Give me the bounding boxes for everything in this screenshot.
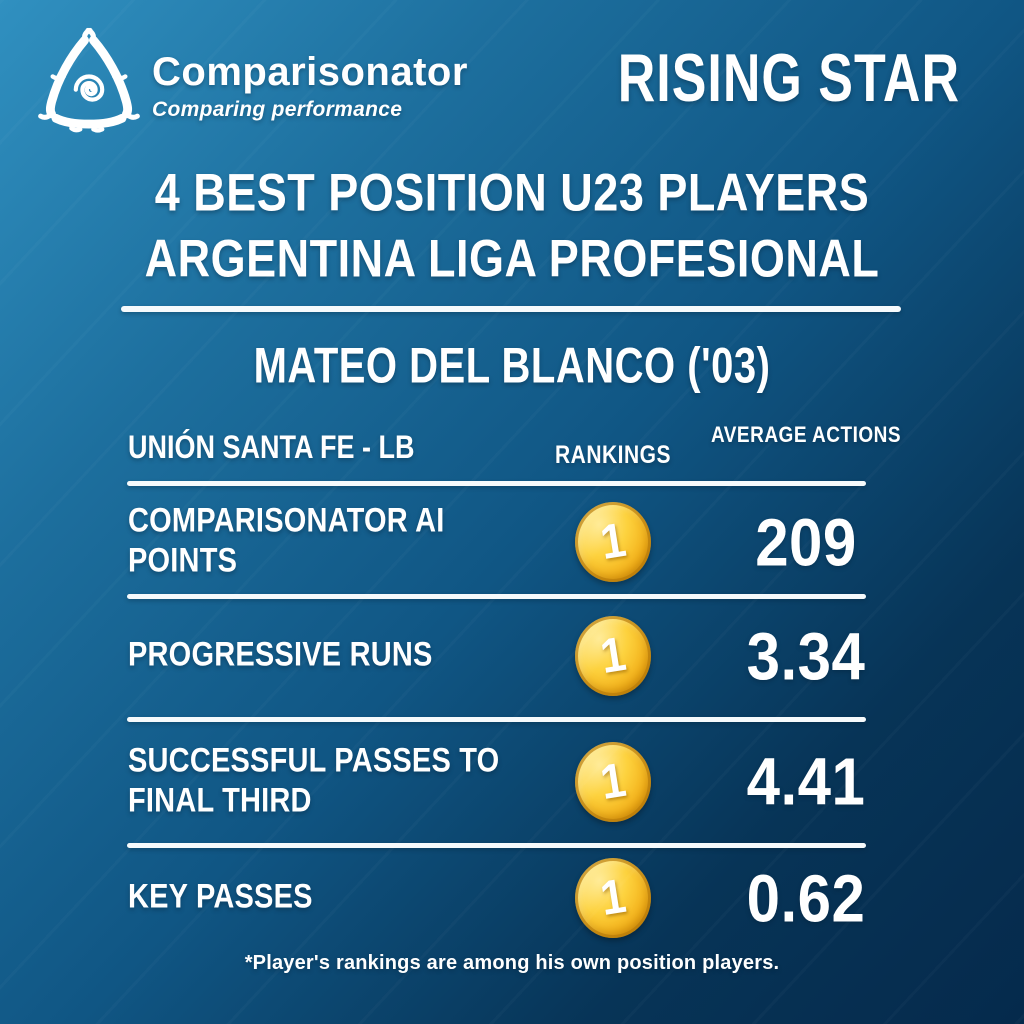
- metric-label: KEY PASSES: [128, 877, 313, 916]
- stat-row-key-passes: KEY PASSES 1 0.62: [0, 846, 1024, 950]
- player-name: MATEO DEL BLANCO ('03): [253, 338, 771, 394]
- metric-value: 209: [755, 504, 857, 580]
- metric-value: 3.34: [746, 618, 866, 694]
- rank-number: 1: [596, 626, 630, 684]
- metric-value: 4.41: [746, 743, 866, 820]
- title-line-1: 4 BEST POSITION U23 PLAYERS: [154, 162, 870, 223]
- comparisonator-logo-icon: [38, 27, 140, 133]
- metric-label: COMPARISONATOR AI POINTS: [128, 501, 445, 580]
- row-divider: [127, 717, 866, 722]
- rank-number: 1: [596, 868, 630, 926]
- rank-number: 1: [596, 752, 630, 810]
- footnote: *Player's rankings are among his own pos…: [244, 952, 780, 974]
- brand-tagline: Comparing performance: [152, 98, 403, 121]
- badge-rising-star: RISING STAR: [617, 41, 960, 117]
- column-header-rankings: RANKINGS: [554, 441, 671, 470]
- team-position-header: UNIÓN SANTA FE - LB: [128, 429, 415, 465]
- row-divider: [127, 594, 866, 599]
- header-divider: [127, 481, 866, 486]
- column-header-average-actions: AVERAGE ACTIONS: [710, 423, 902, 448]
- metric-label: PROGRESSIVE RUNS: [128, 635, 433, 674]
- stat-row-passes-final-third: SUCCESSFUL PASSES TO FINAL THIRD 1 4.41: [0, 723, 1024, 840]
- rank-number: 1: [596, 512, 630, 570]
- gold-medal-icon: 1: [575, 741, 651, 822]
- stat-row-progressive-runs: PROGRESSIVE RUNS 1 3.34: [0, 600, 1024, 712]
- gold-medal-icon: 1: [575, 502, 651, 582]
- row-divider: [127, 843, 866, 848]
- title-divider: [121, 306, 901, 312]
- metric-label: SUCCESSFUL PASSES TO FINAL THIRD: [128, 741, 500, 820]
- brand-name: Comparisonator: [152, 50, 468, 94]
- metric-value: 0.62: [746, 860, 866, 936]
- gold-medal-icon: 1: [575, 858, 651, 938]
- stat-row-ai-points: COMPARISONATOR AI POINTS 1 209: [0, 487, 1024, 597]
- title-line-2: ARGENTINA LIGA PROFESIONAL: [144, 228, 880, 289]
- gold-medal-icon: 1: [575, 616, 651, 696]
